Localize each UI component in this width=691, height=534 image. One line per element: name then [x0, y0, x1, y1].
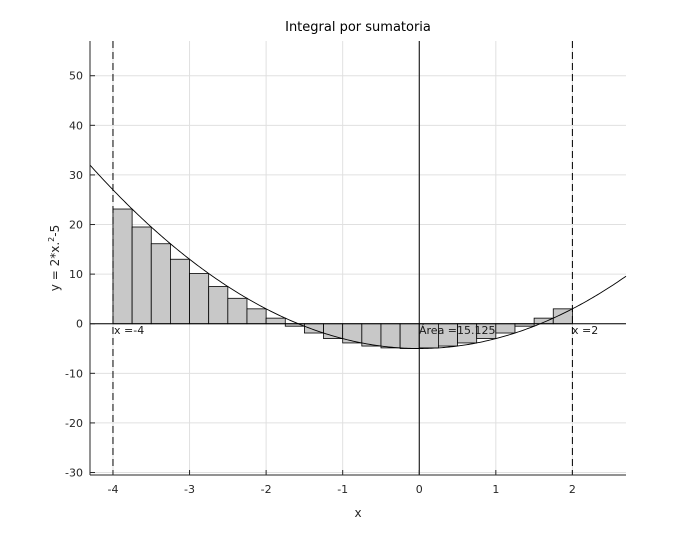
sum-bar	[399, 323, 420, 349]
axes	[89, 41, 626, 476]
y-tick-label: 10	[69, 268, 83, 281]
x-tick-label: -4	[107, 483, 118, 496]
sum-bar	[227, 297, 248, 325]
y-tick-label: -30	[65, 467, 83, 480]
y-tick-label: 40	[69, 119, 83, 132]
sum-bar	[246, 308, 267, 325]
area-annotation: Área =15.125	[419, 324, 496, 337]
sum-bar	[552, 308, 573, 325]
bars	[112, 208, 573, 349]
y-tick-label: 20	[69, 219, 83, 232]
function-curve	[89, 164, 627, 349]
sum-bar	[189, 273, 210, 325]
chart-title: Integral por sumatoria	[285, 20, 431, 35]
sum-bar	[342, 323, 363, 344]
y-tick-label: 0	[76, 318, 83, 331]
right-limit-annotation: x =2	[572, 324, 598, 337]
sum-bar	[265, 317, 286, 325]
x-tick-label: -1	[337, 483, 348, 496]
x-tick-label: -3	[184, 483, 195, 496]
x-tick-label: 0	[416, 483, 423, 496]
sum-bar	[169, 258, 190, 325]
x-tick-label: -2	[261, 483, 272, 496]
y-axis-label-exponent: 2	[47, 237, 56, 242]
sum-bar	[361, 323, 382, 347]
sum-bar	[150, 243, 171, 325]
x-tick-label: 2	[569, 483, 576, 496]
y-axis-label-tail: -5	[48, 225, 62, 237]
left-limit-annotation: x =-4	[114, 324, 144, 337]
sum-bar	[112, 208, 133, 325]
y-tick-label: -20	[65, 417, 83, 430]
y-tick-label: 50	[69, 70, 83, 83]
sum-bar	[208, 286, 229, 325]
interval-limit-lines	[112, 41, 573, 475]
sum-bar	[380, 323, 401, 349]
y-tick-label: 30	[69, 169, 83, 182]
y-tick-label: -10	[65, 367, 83, 380]
y-axis-label-base: y = 2*x.	[48, 242, 62, 291]
zero-axis-lines	[90, 41, 626, 475]
sum-bar	[495, 323, 516, 334]
sum-bar	[131, 226, 152, 325]
y-axis-label: y = 2*x.2-5	[47, 225, 62, 291]
x-tick-label: 1	[492, 483, 499, 496]
function-curve-layer	[89, 164, 627, 349]
x-axis-label: x	[354, 506, 361, 520]
